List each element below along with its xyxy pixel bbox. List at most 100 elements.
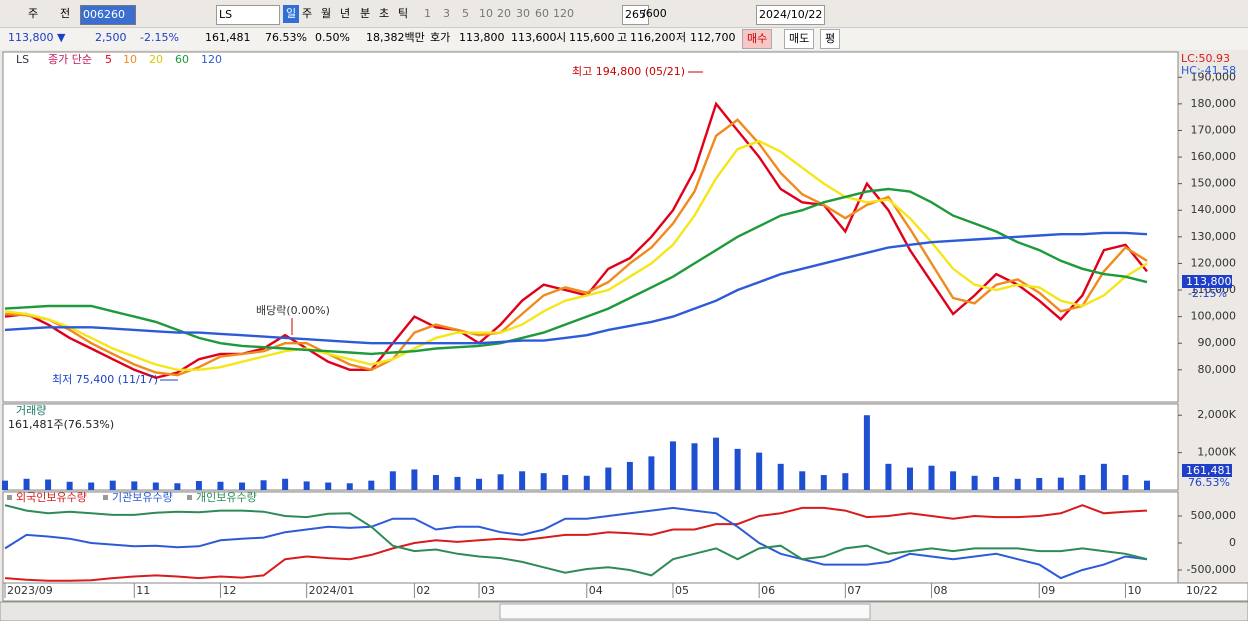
x-tick-label: 07 xyxy=(847,584,861,597)
volume-bar xyxy=(820,475,827,490)
toolbar-item[interactable]: 006260 xyxy=(80,5,136,25)
toolbar-item[interactable]: 5 xyxy=(462,7,469,20)
panel-subtitle: 161,481주(76.53%) xyxy=(8,418,114,431)
legend-swatch xyxy=(103,495,108,500)
volume-bar xyxy=(669,441,676,490)
volume-bar xyxy=(109,480,116,490)
last-price: 113,800 xyxy=(1186,275,1232,288)
scroll-thumb[interactable] xyxy=(499,603,871,620)
panel-title: 거래량 xyxy=(16,404,46,417)
info-item: 시 xyxy=(556,31,567,44)
legend-prefix: 종가 단순 xyxy=(48,53,92,66)
panel-label: LS xyxy=(16,53,29,66)
info-item: 113,800 xyxy=(459,31,505,44)
volume-bar xyxy=(993,476,1000,490)
toolbar-item[interactable]: 분 xyxy=(360,7,371,20)
x-tick-label: 2023/09 xyxy=(7,584,53,597)
toolbar-item[interactable]: 월 xyxy=(321,7,332,20)
series-line xyxy=(4,504,1148,577)
last-volume: 161,481 xyxy=(1186,464,1232,477)
panel xyxy=(2,51,1179,403)
volume-bar xyxy=(2,480,8,490)
volume-bar xyxy=(1122,475,1129,490)
toolbar-item[interactable]: 60 xyxy=(535,7,549,20)
volume-bar xyxy=(691,443,698,490)
toolbar-item[interactable]: 일 xyxy=(283,5,300,23)
legend-entry: 개인보유수량 xyxy=(196,491,257,504)
volume-bar xyxy=(1057,477,1064,490)
volume-bar xyxy=(260,480,267,490)
toolbar-item[interactable]: 120 xyxy=(553,7,574,20)
toolbar-item[interactable]: 2024/10/22 xyxy=(756,5,826,25)
volume-bar xyxy=(346,483,353,490)
volume-bar xyxy=(1079,475,1086,490)
volume-bar xyxy=(799,471,806,490)
info-item: 112,700 xyxy=(690,31,736,44)
volume-bar xyxy=(971,475,978,490)
toolbar-item[interactable]: 주 xyxy=(302,7,313,20)
info-item[interactable]: 매수 xyxy=(742,29,773,49)
last-volume-box xyxy=(1182,464,1232,477)
volume-bar xyxy=(23,478,30,490)
volume-bar xyxy=(540,473,547,490)
toolbar-item[interactable]: 10 xyxy=(479,7,493,20)
toolbar-item[interactable]: 30 xyxy=(516,7,530,20)
volume-bar xyxy=(174,483,181,490)
y-tick-label: 190,000 xyxy=(1191,70,1237,83)
info-item[interactable]: 평 xyxy=(820,29,841,49)
x-tick-label: 11 xyxy=(136,584,150,597)
y-tick-label: 130,000 xyxy=(1191,230,1237,243)
y-tick-label: 170,000 xyxy=(1191,123,1237,136)
annotation-high: 최고 194,800 (05/21) xyxy=(572,65,685,78)
toolbar-item[interactable]: 초 xyxy=(379,7,390,20)
toolbar-item[interactable]: 주 xyxy=(28,7,39,20)
last-price-box xyxy=(1182,275,1232,288)
legend-entry: 외국인보유수량 xyxy=(16,491,87,504)
volume-bar xyxy=(45,479,52,490)
y-tick-label: -500,000 xyxy=(1187,563,1236,576)
toolbar-item[interactable]: 20 xyxy=(497,7,511,20)
toolbar-item[interactable]: 265 xyxy=(622,5,649,25)
volume-bar xyxy=(131,481,138,490)
info-item: 0.50% xyxy=(315,31,350,44)
y-tick-label: 80,000 xyxy=(1198,363,1237,376)
toolbar-item[interactable]: 전 xyxy=(60,7,71,20)
volume-bar xyxy=(239,482,246,490)
y-tick-label: 500,000 xyxy=(1191,509,1237,522)
toolbar-item[interactable]: /600 xyxy=(642,7,667,20)
x-tick-label: 03 xyxy=(481,584,495,597)
legend-entry: 10 xyxy=(123,53,137,66)
volume-bar xyxy=(66,481,73,490)
y-tick-label: 90,000 xyxy=(1198,336,1237,349)
y-tick-label: 100,000 xyxy=(1191,310,1237,323)
toolbar-item[interactable]: 1 xyxy=(424,7,431,20)
x-tick-label: 10 xyxy=(1127,584,1141,597)
x-tick-label: 04 xyxy=(589,584,603,597)
volume-bar xyxy=(1144,480,1150,490)
info-item: 18,382백만 xyxy=(366,31,425,44)
volume-bar xyxy=(1100,463,1107,490)
volume-bar xyxy=(756,452,763,490)
volume-bar xyxy=(195,481,202,490)
toolbar-item[interactable]: LS xyxy=(216,5,280,25)
volume-bar xyxy=(950,471,957,490)
info-item: 2,500 xyxy=(95,31,127,44)
x-tick-label: 08 xyxy=(934,584,948,597)
annotation-low: 최저 75,400 (11/17) xyxy=(52,373,158,386)
volume-bar xyxy=(562,475,569,490)
toolbar-item[interactable]: 3 xyxy=(443,7,450,20)
x-tick-label: 02 xyxy=(416,584,430,597)
volume-bar xyxy=(152,482,159,490)
toolbar-item[interactable]: 년 xyxy=(340,7,351,20)
info-item: 116,200 xyxy=(630,31,676,44)
volume-bar xyxy=(368,480,375,490)
info-item: -2.15% xyxy=(140,31,179,44)
hc-label: HC:-41.58 xyxy=(1181,64,1236,77)
lc-label: LC:50.93 xyxy=(1181,52,1230,65)
info-item: 113,800 ▼ xyxy=(8,31,66,44)
toolbar-item[interactable]: 틱 xyxy=(398,7,409,20)
info-item: 저 xyxy=(676,31,687,44)
y-tick-label: 150,000 xyxy=(1191,177,1237,190)
volume-bar xyxy=(885,463,892,490)
info-item[interactable]: 매도 xyxy=(784,29,815,49)
